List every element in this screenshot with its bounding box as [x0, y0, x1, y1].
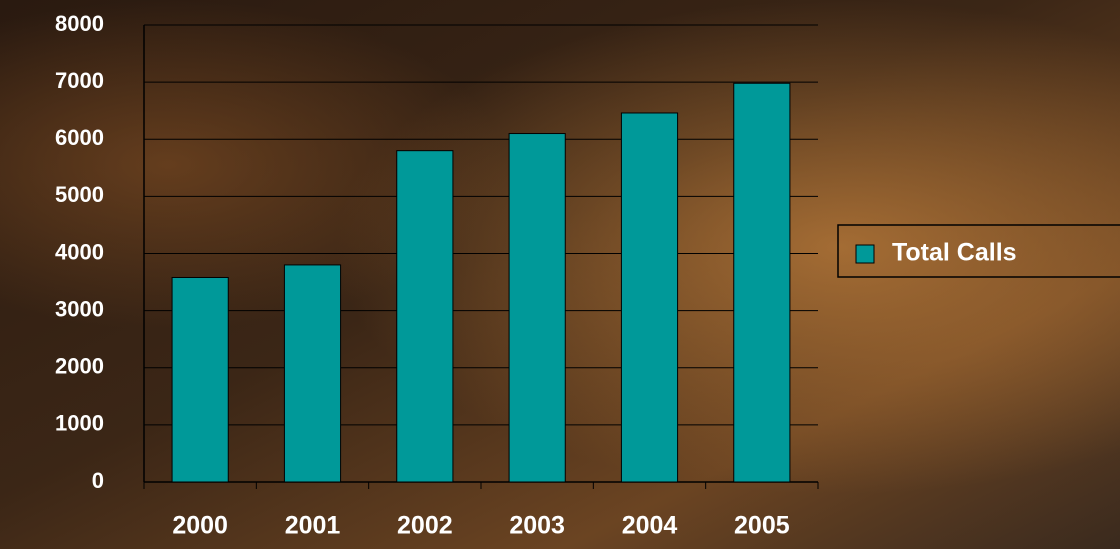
y-tick-label: 8000	[55, 11, 104, 36]
x-tick-label: 2003	[509, 512, 565, 540]
x-tick-label: 2000	[172, 512, 228, 540]
bar	[734, 83, 790, 482]
x-tick-label: 2004	[622, 512, 678, 540]
y-tick-label: 3000	[55, 296, 104, 321]
y-tick-label: 0	[92, 468, 104, 493]
y-tick-label: 2000	[55, 354, 104, 379]
y-tick-label: 7000	[55, 68, 104, 93]
bar	[509, 134, 565, 482]
y-tick-label: 4000	[55, 239, 104, 264]
x-tick-label: 2005	[734, 512, 790, 540]
y-tick-label: 6000	[55, 125, 104, 150]
bar	[172, 277, 228, 482]
legend-label: Total Calls	[892, 239, 1017, 267]
bar	[621, 113, 677, 482]
legend-swatch	[856, 245, 874, 263]
x-tick-label: 2002	[397, 512, 453, 540]
y-tick-label: 5000	[55, 182, 104, 207]
chart: 0 1000 2000 3000 4000 5000 6000 7000 8000 2000 200…	[0, 0, 1120, 549]
bar	[284, 265, 340, 482]
y-tick-label: 1000	[55, 411, 104, 436]
x-tick-label: 2001	[285, 512, 341, 540]
bar	[397, 151, 453, 482]
